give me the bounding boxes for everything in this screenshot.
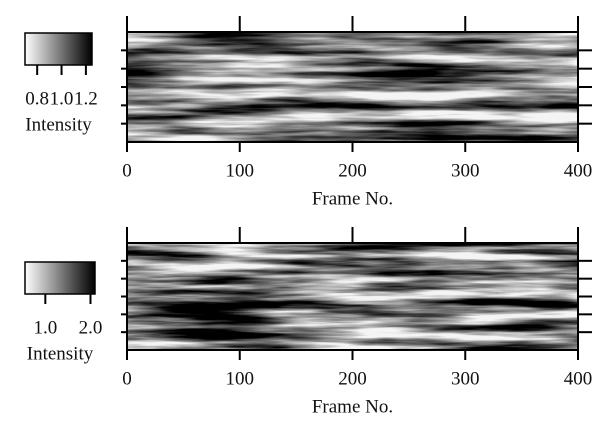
colorbar-tick-label: 1.0 bbox=[50, 88, 74, 109]
colorbar-tick-label: 1.0 bbox=[33, 317, 57, 338]
colorbar-label: Intensity bbox=[25, 114, 92, 135]
x-axis-label: Frame No. bbox=[312, 396, 393, 417]
x-tick-label: 100 bbox=[226, 160, 255, 181]
x-tick-label: 200 bbox=[338, 368, 367, 389]
colorbar-tick-label: 0.8 bbox=[25, 88, 49, 109]
colorbar bbox=[24, 32, 93, 66]
x-axis-label: Frame No. bbox=[312, 188, 393, 209]
colorbar bbox=[24, 261, 96, 295]
x-tick-label: 100 bbox=[226, 368, 255, 389]
x-tick-label: 300 bbox=[451, 368, 480, 389]
heatmap-image bbox=[127, 32, 578, 142]
x-tick-label: 200 bbox=[338, 160, 367, 181]
x-tick-label: 400 bbox=[564, 160, 593, 181]
heatmap-image bbox=[127, 243, 578, 350]
colorbar-tick-label: 1.2 bbox=[74, 88, 98, 109]
x-tick-label: 0 bbox=[122, 368, 132, 389]
x-tick-label: 400 bbox=[564, 368, 593, 389]
colorbar-tick-label: 2.0 bbox=[79, 317, 103, 338]
colorbar-label: Intensity bbox=[27, 343, 94, 364]
x-tick-label: 300 bbox=[451, 160, 480, 181]
x-tick-label: 0 bbox=[122, 160, 132, 181]
